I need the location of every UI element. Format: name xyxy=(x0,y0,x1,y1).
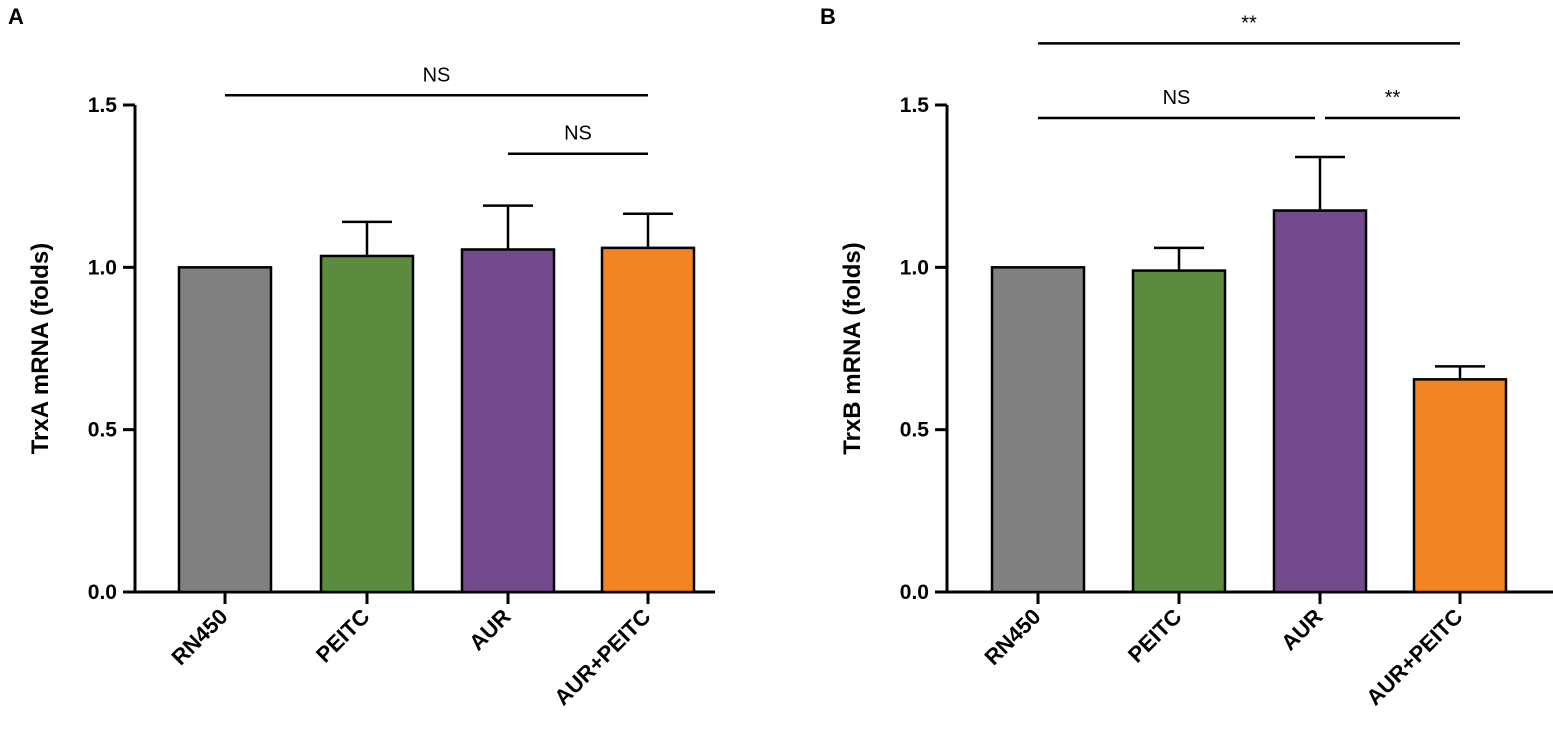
y-tick-label-a-1: 0.5 xyxy=(88,419,118,442)
panel-label-a: A xyxy=(8,4,24,29)
bar-b-3 xyxy=(1412,378,1508,594)
bar-a-2 xyxy=(460,248,556,594)
category-label-b-2: AUR xyxy=(1276,604,1327,655)
category-label-a-1: PEITC xyxy=(311,604,375,668)
bar-a-3 xyxy=(600,246,696,594)
bar-b-2 xyxy=(1272,209,1368,594)
bar-b-0 xyxy=(990,266,1086,594)
y-tick-label-a-3: 1.5 xyxy=(88,94,118,117)
bar-b-1 xyxy=(1131,269,1227,594)
sig-label-b-0: ** xyxy=(1241,12,1257,34)
bar-a-1 xyxy=(319,254,415,594)
sig-label-a-1: NS xyxy=(564,123,592,145)
sig-label-a-0: NS xyxy=(423,64,451,86)
sig-label-b-2: ** xyxy=(1385,87,1401,109)
category-label-a-3: AUR+PEITC xyxy=(549,604,655,710)
panel-b: B 0.0 0.5 1.0 1.5 TrxB mRNA (folds) RN450 PEITC… xyxy=(820,4,1553,710)
bar-a-0 xyxy=(177,266,273,594)
sig-label-b-1: NS xyxy=(1163,87,1191,109)
category-label-a-0: RN450 xyxy=(166,604,232,670)
y-tick-label-b-3: 1.5 xyxy=(900,94,930,117)
y-axis-label-b: TrxB mRNA (folds) xyxy=(839,242,866,454)
panel-a: A 0.0 0.5 1.0 1.5 TrxA mRNA (folds) RN450 PEITC… xyxy=(8,4,715,710)
y-tick-label-b-2: 1.0 xyxy=(900,256,929,279)
y-axis-label-a: TrxA mRNA (folds) xyxy=(27,243,54,455)
y-tick-label-b-1: 0.5 xyxy=(900,419,930,442)
y-tick-label-a-2: 1.0 xyxy=(88,256,117,279)
y-tick-label-b-0: 0.0 xyxy=(900,581,929,604)
category-label-b-0: RN450 xyxy=(979,604,1045,670)
category-label-a-2: AUR xyxy=(464,604,515,655)
category-label-b-3: AUR+PEITC xyxy=(1361,604,1467,710)
category-label-b-1: PEITC xyxy=(1123,604,1187,668)
y-tick-label-a-0: 0.0 xyxy=(88,581,117,604)
panel-label-b: B xyxy=(820,4,836,29)
